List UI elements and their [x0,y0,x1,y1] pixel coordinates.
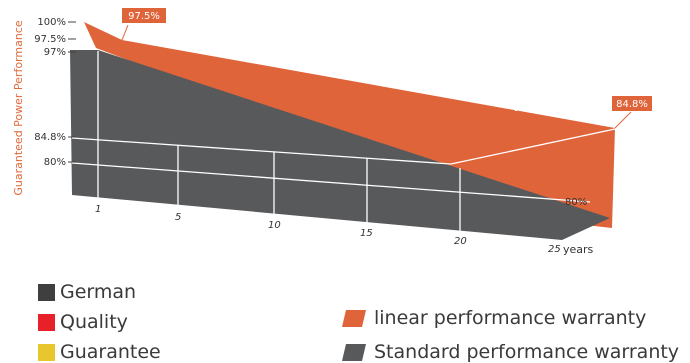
standard-warranty-swatch [342,343,366,361]
y-tick-label: 97.5% [34,34,66,45]
data-label: 84.8% [616,99,648,110]
guarantee-swatch [38,343,55,361]
y-axis-title: Guaranteed Power Performance [12,20,25,195]
legend-label: linear performance warranty [374,307,647,329]
legend-item-linear-warranty: linear performance warranty [342,307,646,329]
german-swatch [38,283,55,301]
y-tick-label: 97% [44,47,66,58]
callout-97-5: 97.5% [103,8,166,43]
x-tick-label: 1 [95,204,101,215]
x-tick-label: 10 [268,220,281,231]
standard-warranty-area [70,50,610,240]
legend-item-standard-warranty: Standard performance warranty [342,341,679,363]
linear-warranty-swatch [342,309,366,327]
legend-label: German [60,281,137,303]
y-tick-label: 80% [44,157,66,168]
data-label: 80% [565,197,587,208]
legend-label: Standard performance warranty [374,341,680,363]
legend-item-german: German [38,281,136,303]
x-tick-label: 5 [175,212,181,223]
y-tick-label: 100% [37,17,66,28]
warranty-chart: Guaranteed Power Performance 100% 97.5% … [12,8,652,256]
grid [71,51,616,232]
x-axis: 1 5 10 15 20 25 years [95,204,594,256]
x-axis-unit: years [563,243,594,256]
legend-item-guarantee: Guarantee [38,341,161,363]
data-label: 97.5% [128,11,160,22]
x-tick-label: 25 [548,244,561,255]
legend-label: Guarantee [60,341,161,363]
legend-label: Quality [60,311,128,333]
legend-item-quality: Quality [38,311,128,333]
x-tick-label: 20 [454,236,467,247]
y-axis: 100% 97.5% 97% 84.8% 80% [34,17,76,168]
quality-swatch [38,313,55,331]
y-tick-label: 84.8% [34,132,66,143]
callout-84-8: 84.8% [612,96,652,129]
x-tick-label: 15 [360,228,373,239]
